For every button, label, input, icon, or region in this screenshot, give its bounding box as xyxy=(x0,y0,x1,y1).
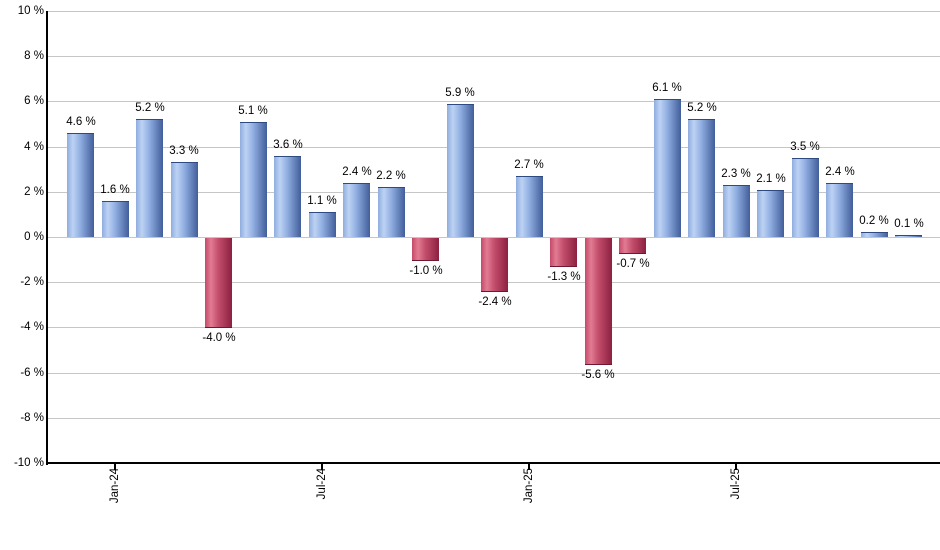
y-axis-tick-label: -10 % xyxy=(13,457,44,469)
bar-Jun-25 xyxy=(688,119,715,237)
gridline xyxy=(48,327,940,328)
gridline xyxy=(48,11,940,12)
gridline xyxy=(48,56,940,57)
bar-value-label: 3.3 % xyxy=(169,145,199,157)
bar-value-label: 6.1 % xyxy=(652,82,682,94)
x-axis-tick-mark xyxy=(321,464,323,470)
bar-value-label: 2.4 % xyxy=(342,166,372,178)
bar-Dec-25 xyxy=(895,235,922,237)
bar-Nov-25 xyxy=(861,232,888,237)
bar-value-label: 5.2 % xyxy=(687,102,717,114)
bar-Dec-24 xyxy=(481,238,508,292)
bar-Mar-24 xyxy=(171,162,198,237)
gridline xyxy=(48,101,940,102)
bar-Oct-25 xyxy=(826,183,853,237)
x-axis-tick-mark xyxy=(114,464,116,470)
bar-May-25 xyxy=(654,99,681,237)
y-axis-tick-label: 10 % xyxy=(17,5,44,17)
bar-value-label: 2.3 % xyxy=(721,168,751,180)
bar-value-label: 0.1 % xyxy=(894,218,924,230)
x-axis-tick-label: Jan-24 xyxy=(109,468,121,504)
x-axis-tick-label: Jan-25 xyxy=(523,468,535,504)
bar-Nov-24 xyxy=(447,104,474,237)
bar-value-label: 5.9 % xyxy=(445,87,475,99)
bar-value-label: -5.6 % xyxy=(581,369,615,381)
bar-value-label: 4.6 % xyxy=(66,116,96,128)
x-axis-tick-label: Jul-24 xyxy=(316,468,328,500)
bar-value-label: 2.7 % xyxy=(514,159,544,171)
y-axis-tick-label: -8 % xyxy=(20,412,44,424)
bar-Oct-24 xyxy=(412,238,439,261)
y-axis-line xyxy=(46,11,48,465)
bar-Sep-25 xyxy=(792,158,819,237)
bar-Feb-24 xyxy=(136,119,163,237)
bar-value-label: 2.2 % xyxy=(376,170,406,182)
y-axis-tick-label: -2 % xyxy=(20,276,44,288)
bar-Aug-24 xyxy=(343,183,370,237)
bar-value-label: 3.5 % xyxy=(790,141,820,153)
bar-value-label: 3.6 % xyxy=(273,139,303,151)
bar-May-24 xyxy=(240,122,267,237)
bar-value-label: 0.2 % xyxy=(859,215,889,227)
y-axis-tick-label: 8 % xyxy=(24,50,44,62)
bar-Mar-25 xyxy=(585,238,612,365)
bar-value-label: -0.7 % xyxy=(616,258,650,270)
x-axis-line xyxy=(46,462,940,464)
bar-Jan-24 xyxy=(102,201,129,237)
gridline xyxy=(48,418,940,419)
bar-value-label: -1.3 % xyxy=(547,271,581,283)
gridline xyxy=(48,373,940,374)
bar-value-label: 2.1 % xyxy=(756,173,786,185)
bar-Jun-24 xyxy=(274,156,301,237)
bar-value-label: 1.1 % xyxy=(307,195,337,207)
bar-value-label: 1.6 % xyxy=(100,184,130,196)
bar-Aug-25 xyxy=(757,190,784,237)
bar-value-label: 5.2 % xyxy=(135,102,165,114)
bar-Sep-24 xyxy=(378,187,405,237)
bar-value-label: -2.4 % xyxy=(478,296,512,308)
bar-value-label: -1.0 % xyxy=(409,265,443,277)
x-axis-tick-label: Jul-25 xyxy=(730,468,742,500)
bar-Dec-23 xyxy=(67,133,94,237)
bar-Jul-24 xyxy=(309,212,336,237)
bar-Jan-25 xyxy=(516,176,543,237)
y-axis-tick-label: 0 % xyxy=(24,231,44,243)
bar-value-label: 5.1 % xyxy=(238,105,268,117)
bar-Jul-25 xyxy=(723,185,750,237)
y-axis-tick-label: 4 % xyxy=(24,141,44,153)
bar-value-label: -4.0 % xyxy=(202,332,236,344)
y-axis-tick-label: -4 % xyxy=(20,321,44,333)
bar-Apr-24 xyxy=(205,238,232,328)
bar-value-label: 2.4 % xyxy=(825,166,855,178)
y-axis-tick-label: -6 % xyxy=(20,367,44,379)
y-axis-tick-label: 2 % xyxy=(24,186,44,198)
bar-Feb-25 xyxy=(550,238,577,267)
bar-Apr-25 xyxy=(619,238,646,254)
x-axis-tick-mark xyxy=(528,464,530,470)
x-axis-tick-mark xyxy=(735,464,737,470)
y-axis-tick-label: 6 % xyxy=(24,95,44,107)
